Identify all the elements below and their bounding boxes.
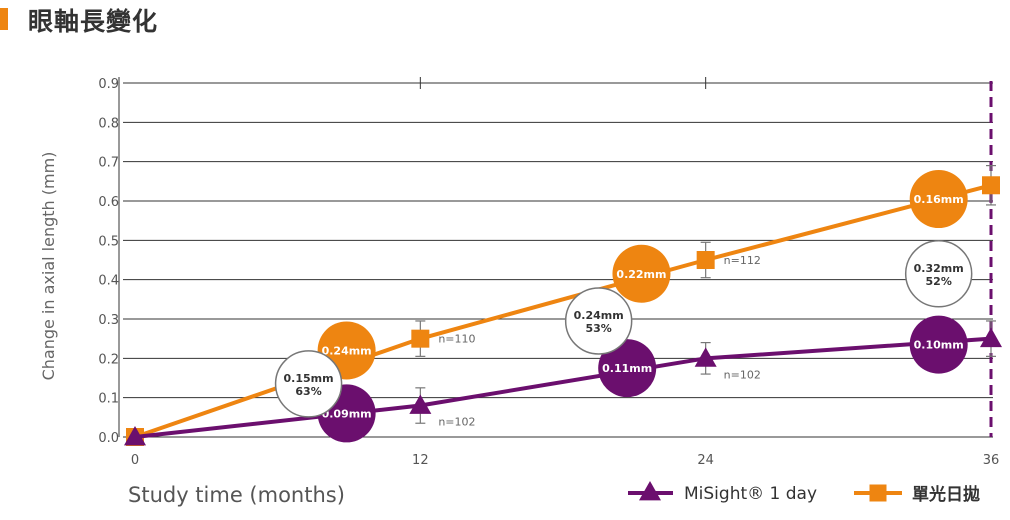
series-point-square xyxy=(411,329,430,348)
difference-mm-label: 0.24mm xyxy=(574,309,624,322)
series-point-triangle xyxy=(409,394,432,414)
change-bubble xyxy=(612,244,671,303)
legend-label-misight: MiSight® 1 day xyxy=(684,484,817,504)
difference-ring xyxy=(564,287,633,355)
difference-mm-label: 0.32mm xyxy=(914,262,964,275)
y-tick-label: 0.9 xyxy=(98,77,119,92)
series-point-square xyxy=(982,176,1000,195)
y-tick-label: 0.3 xyxy=(98,313,119,328)
change-bubble-label: 0.22mm xyxy=(616,268,666,281)
x-tick-label: 12 xyxy=(412,453,429,468)
series-point-triangle xyxy=(124,426,146,446)
sample-size-label: n=102 xyxy=(438,416,475,429)
legend-label-single-vision: 單光日拋 xyxy=(912,484,980,505)
y-tick-label: 0.0 xyxy=(98,431,119,446)
series-point-square xyxy=(869,484,887,502)
series-line xyxy=(134,183,992,439)
y-tick-label: 0.8 xyxy=(98,116,119,131)
change-bubble-label: 0.24mm xyxy=(322,344,372,357)
series-point-square xyxy=(696,251,715,269)
y-tick-label: 0.2 xyxy=(98,352,119,367)
difference-ring xyxy=(904,240,973,308)
y-tick-label: 0.1 xyxy=(98,392,119,407)
title-accent-bar xyxy=(0,8,8,30)
change-bubble xyxy=(909,315,968,374)
series-point-triangle xyxy=(639,481,661,501)
change-bubble-label: 0.16mm xyxy=(914,193,964,206)
sample-size-label: n=102 xyxy=(724,368,761,381)
y-tick-label: 0.5 xyxy=(98,234,119,249)
series-layer: n=110 n=112 n=102 n=102 xyxy=(124,165,1002,446)
legend: MiSight® 1 day 單光日拋 xyxy=(628,481,980,505)
page-title: 眼軸長變化 xyxy=(28,7,159,36)
x-tick-label: 0 xyxy=(131,453,139,468)
series-point-triangle xyxy=(694,347,717,367)
change-bubble xyxy=(598,339,657,398)
y-tick-label: 0.7 xyxy=(98,156,119,171)
change-bubble-label: 0.11mm xyxy=(602,362,652,375)
x-tick-label: 36 xyxy=(983,453,1000,468)
difference-pct-label: 52% xyxy=(926,275,952,288)
series-line xyxy=(134,336,992,439)
y-tick-label: 0.4 xyxy=(98,274,119,289)
bubble-layer: 0.09mm 0.11mm 0.10mm 0.24mm 0.22mm 0.16mm 0.15… xyxy=(274,170,973,443)
change-bubble xyxy=(909,170,968,229)
series-point-triangle xyxy=(980,327,1002,348)
grid-layer xyxy=(123,77,993,438)
difference-pct-label: 63% xyxy=(295,385,321,398)
change-bubble-label: 0.10mm xyxy=(914,339,964,352)
change-bubble-label: 0.09mm xyxy=(322,407,372,420)
sample-size-label: n=112 xyxy=(724,254,761,267)
difference-mm-label: 0.15mm xyxy=(284,372,334,385)
axis-layer: 0.0 0.1 0.2 0.3 0.4 0.5 0.6 0.7 0.8 0.9 0 12 24 36 Stu… xyxy=(39,77,999,507)
y-tick-label: 0.6 xyxy=(98,195,119,210)
difference-ring xyxy=(274,350,343,418)
x-axis-title: Study time (months) xyxy=(128,483,345,507)
sample-size-label: n=110 xyxy=(438,333,475,346)
x-tick-label: 24 xyxy=(697,453,714,468)
difference-pct-label: 53% xyxy=(585,322,611,335)
y-axis-title: Change in axial length (mm) xyxy=(39,152,58,381)
